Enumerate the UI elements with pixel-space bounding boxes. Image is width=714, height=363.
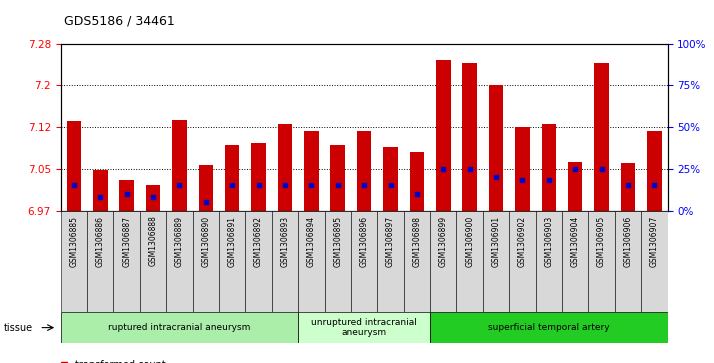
Bar — [536, 211, 562, 312]
Bar — [114, 211, 140, 312]
Bar — [66, 122, 81, 211]
Bar — [304, 131, 318, 211]
Bar — [298, 211, 325, 312]
Text: GSM1306905: GSM1306905 — [597, 216, 606, 267]
Bar — [225, 145, 239, 211]
Bar — [377, 211, 403, 312]
Bar — [278, 124, 292, 211]
Bar — [647, 131, 662, 211]
Bar — [351, 211, 377, 312]
Text: ruptured intracranial aneurysm: ruptured intracranial aneurysm — [109, 323, 251, 332]
Bar — [620, 163, 635, 211]
Text: tissue: tissue — [4, 323, 33, 333]
Text: GSM1306900: GSM1306900 — [466, 216, 474, 267]
Bar — [198, 165, 213, 211]
Bar — [87, 211, 114, 312]
Bar — [61, 211, 87, 312]
Bar — [383, 147, 398, 211]
Bar — [272, 211, 298, 312]
Bar — [331, 145, 345, 211]
Text: GSM1306906: GSM1306906 — [623, 216, 633, 267]
Bar — [219, 211, 246, 312]
Text: GSM1306890: GSM1306890 — [201, 216, 211, 267]
Bar — [172, 120, 186, 211]
Text: transformed count: transformed count — [75, 360, 166, 363]
Bar — [166, 211, 193, 312]
Bar — [588, 211, 615, 312]
Text: GDS5186 / 34461: GDS5186 / 34461 — [64, 15, 175, 28]
Bar — [298, 312, 430, 343]
Bar — [509, 211, 536, 312]
Bar — [568, 162, 583, 211]
Bar — [403, 211, 430, 312]
Bar — [562, 211, 588, 312]
Text: unruptured intracranial
aneurysm: unruptured intracranial aneurysm — [311, 318, 417, 337]
Text: GSM1306896: GSM1306896 — [360, 216, 368, 267]
Text: GSM1306891: GSM1306891 — [228, 216, 237, 266]
Bar — [357, 131, 371, 211]
Text: GSM1306889: GSM1306889 — [175, 216, 184, 266]
Text: GSM1306898: GSM1306898 — [413, 216, 421, 266]
Bar — [489, 85, 503, 211]
Bar — [119, 180, 134, 211]
Text: GSM1306907: GSM1306907 — [650, 216, 659, 267]
Bar — [251, 143, 266, 211]
Bar — [456, 211, 483, 312]
Text: GSM1306885: GSM1306885 — [69, 216, 79, 266]
Bar — [436, 60, 451, 211]
Bar — [516, 127, 530, 211]
Bar — [463, 63, 477, 211]
Text: GSM1306897: GSM1306897 — [386, 216, 395, 267]
Text: GSM1306902: GSM1306902 — [518, 216, 527, 267]
Bar — [615, 211, 641, 312]
Bar — [325, 211, 351, 312]
Text: GSM1306894: GSM1306894 — [307, 216, 316, 267]
Text: GSM1306904: GSM1306904 — [570, 216, 580, 267]
Text: GSM1306887: GSM1306887 — [122, 216, 131, 266]
Bar — [93, 170, 108, 211]
Bar — [61, 312, 298, 343]
Text: superficial temporal artery: superficial temporal artery — [488, 323, 610, 332]
Text: GSM1306901: GSM1306901 — [491, 216, 501, 267]
Bar — [430, 211, 456, 312]
Text: GSM1306895: GSM1306895 — [333, 216, 342, 267]
Text: GSM1306888: GSM1306888 — [149, 216, 158, 266]
Bar — [410, 152, 424, 211]
Bar — [430, 312, 668, 343]
Bar — [193, 211, 219, 312]
Bar — [246, 211, 272, 312]
Bar — [140, 211, 166, 312]
Text: GSM1306892: GSM1306892 — [254, 216, 263, 266]
Bar — [146, 185, 161, 211]
Bar — [483, 211, 509, 312]
Text: GSM1306886: GSM1306886 — [96, 216, 105, 266]
Text: GSM1306903: GSM1306903 — [544, 216, 553, 267]
Text: GSM1306893: GSM1306893 — [281, 216, 289, 267]
Bar — [594, 63, 609, 211]
Bar — [542, 124, 556, 211]
Text: GSM1306899: GSM1306899 — [439, 216, 448, 267]
Bar — [641, 211, 668, 312]
